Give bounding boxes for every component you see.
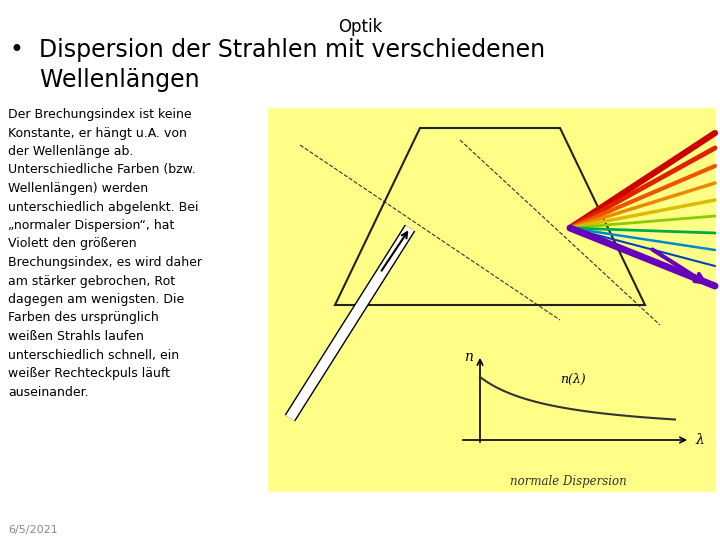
Text: Der Brechungsindex ist keine
Konstante, er hängt u.A. von
der Wellenlänge ab.
Un: Der Brechungsindex ist keine Konstante, …: [8, 108, 202, 399]
Bar: [268, 108, 716, 492]
Text: normale Dispersion: normale Dispersion: [510, 475, 626, 488]
Text: n(λ): n(λ): [560, 373, 585, 386]
Text: •  Dispersion der Strahlen mit verschiedenen: • Dispersion der Strahlen mit verschiede…: [10, 38, 545, 62]
Text: Optik: Optik: [338, 18, 382, 36]
Text: Wellenlängen: Wellenlängen: [10, 68, 199, 92]
Text: 6/5/2021: 6/5/2021: [8, 525, 58, 535]
Text: λ: λ: [695, 433, 703, 447]
Text: n: n: [464, 350, 472, 364]
